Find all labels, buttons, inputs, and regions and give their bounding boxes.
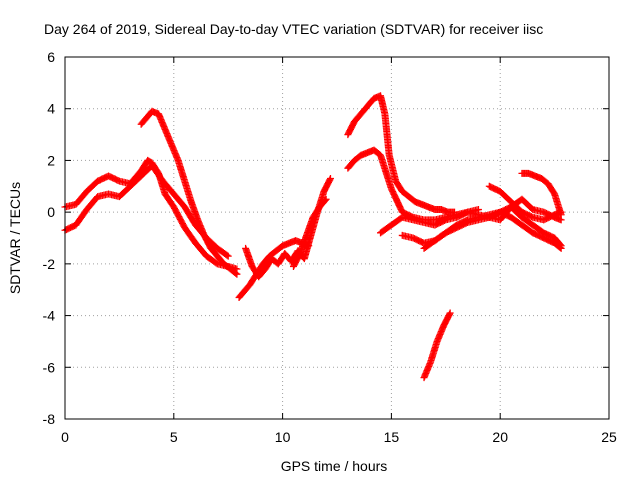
data-point (445, 310, 453, 318)
y-tick-label: -2 (43, 256, 56, 272)
series-track-e (242, 175, 334, 281)
y-tick-label: 6 (47, 49, 55, 65)
data-point (446, 309, 454, 317)
chart-title: Day 264 of 2019, Sidereal Day-to-day VTE… (44, 21, 543, 37)
y-tick-label: 0 (47, 204, 55, 220)
x-axis-label: GPS time / hours (281, 458, 388, 474)
data-point (557, 244, 565, 252)
series-track-n (420, 309, 454, 382)
data-point (232, 269, 240, 277)
series-track-g (344, 92, 459, 216)
data-point (556, 243, 564, 251)
x-tick-label: 5 (170, 429, 178, 445)
y-tick-label: 2 (47, 152, 55, 168)
series-track-k (420, 208, 565, 252)
x-tick-label: 25 (601, 429, 617, 445)
data-point (322, 195, 330, 203)
y-tick-label: -8 (43, 411, 56, 427)
x-tick-label: 0 (61, 429, 69, 445)
y-tick-label: 4 (47, 101, 55, 117)
data-point (557, 211, 565, 219)
data-point (326, 176, 334, 184)
data-point (233, 270, 241, 278)
data-point (321, 196, 329, 204)
x-tick-label: 20 (492, 429, 508, 445)
data-point (224, 252, 232, 260)
data-point (326, 175, 334, 183)
y-axis-label: SDTVAR / TECUs (7, 182, 23, 294)
plot-frame (64, 56, 610, 420)
series-track-l (485, 182, 565, 224)
series-track-m (518, 169, 565, 219)
grid-lines (65, 57, 609, 419)
x-tick-label: 15 (384, 429, 400, 445)
y-tick-label: -4 (43, 308, 56, 324)
x-tick-label: 10 (275, 429, 291, 445)
series-track-f (289, 195, 330, 270)
y-tick-label: -6 (43, 359, 56, 375)
axis-ticks: 0 5 10 15 20 25 -8 -6 -4 -2 0 2 4 6 (43, 49, 617, 445)
series-track-c (137, 107, 241, 278)
data-points (61, 92, 565, 382)
data-point (223, 251, 231, 259)
